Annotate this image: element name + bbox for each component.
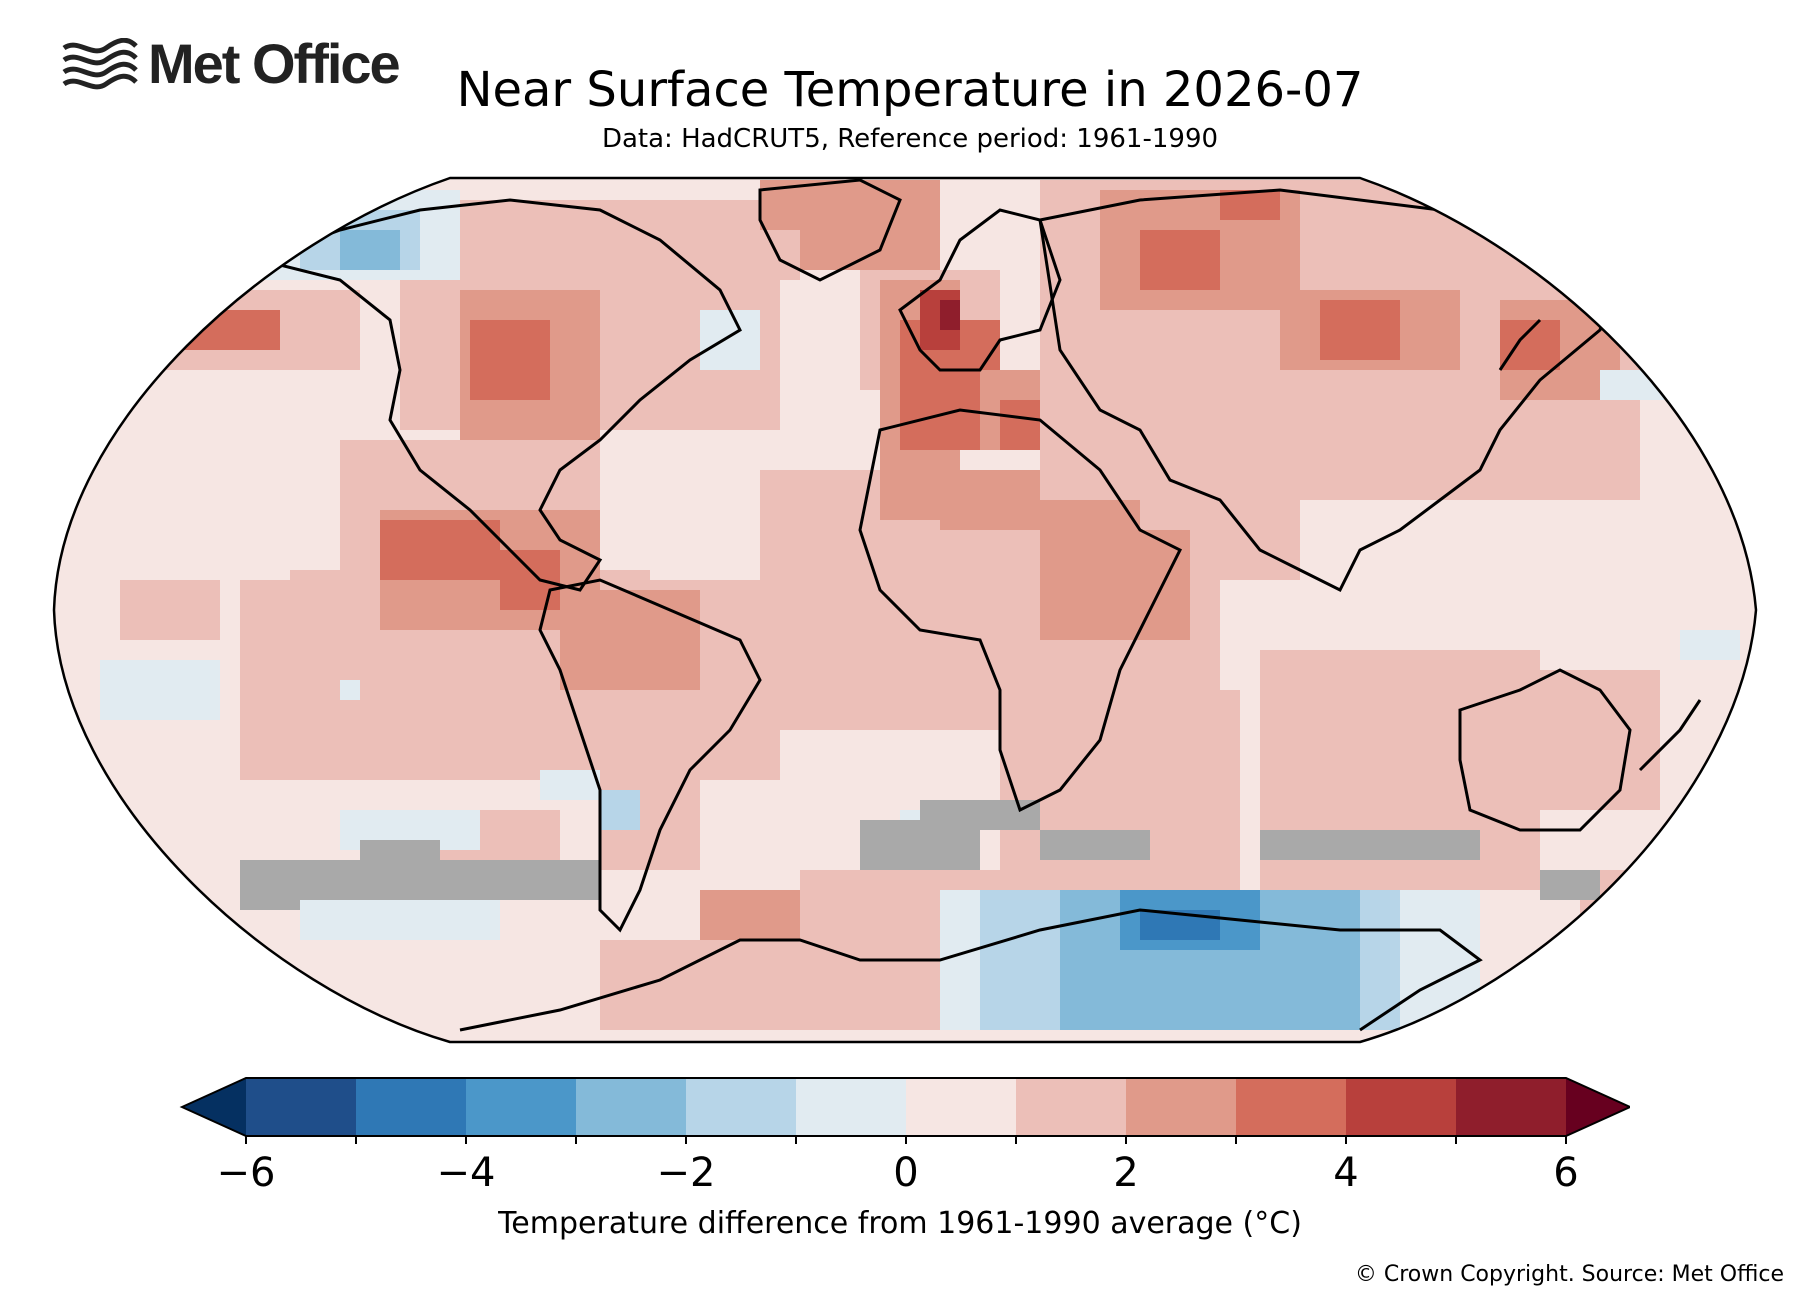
colorbar-bin — [1346, 1078, 1457, 1136]
colorbar-bin — [906, 1078, 1017, 1136]
met-office-logo: Met Office — [62, 32, 401, 95]
colorbar-tick-label: −2 — [657, 1150, 716, 1196]
colorbar-tick-label: 0 — [893, 1150, 918, 1196]
colorbar-extend-low — [182, 1078, 246, 1136]
colorbar-tick-label: 4 — [1333, 1150, 1358, 1196]
anomaly-grid — [54, 178, 1756, 1042]
colorbar-bin — [1236, 1078, 1347, 1136]
map-boundary — [52, 176, 1758, 1044]
met-office-waves-icon — [62, 38, 138, 90]
colorbar-bin — [686, 1078, 797, 1136]
colorbar-label: Temperature difference from 1961-1990 av… — [498, 1206, 1302, 1241]
temperature-anomaly-map — [52, 176, 1758, 1044]
page-title: Near Surface Temperature in 2026-07 — [456, 62, 1364, 118]
colorbar-bin — [466, 1078, 577, 1136]
colorbar-tick-label: −4 — [437, 1150, 496, 1196]
colorbar-bin — [1456, 1078, 1567, 1136]
logo-wordmark: Met Office — [148, 32, 401, 95]
colorbar-tick-label: 6 — [1553, 1150, 1578, 1196]
colorbar-tick-label: 2 — [1113, 1150, 1138, 1196]
colorbar-bin — [1016, 1078, 1127, 1136]
colorbar-bin — [1126, 1078, 1237, 1136]
colorbar: −6 −4 −2 0 2 4 6 — [179, 1077, 1630, 1196]
colorbar-bin — [796, 1078, 907, 1136]
colorbar-bin — [246, 1078, 357, 1136]
colorbar-bin — [576, 1078, 687, 1136]
coastlines — [254, 178, 1702, 1032]
colorbar-bin — [356, 1078, 467, 1136]
page-subtitle: Data: HadCRUT5, Reference period: 1961-1… — [601, 124, 1219, 154]
copyright-credit: © Crown Copyright. Source: Met Office — [1354, 1262, 1784, 1287]
colorbar-tick-label: −6 — [217, 1150, 276, 1196]
colorbar-extend-high — [1566, 1078, 1630, 1136]
